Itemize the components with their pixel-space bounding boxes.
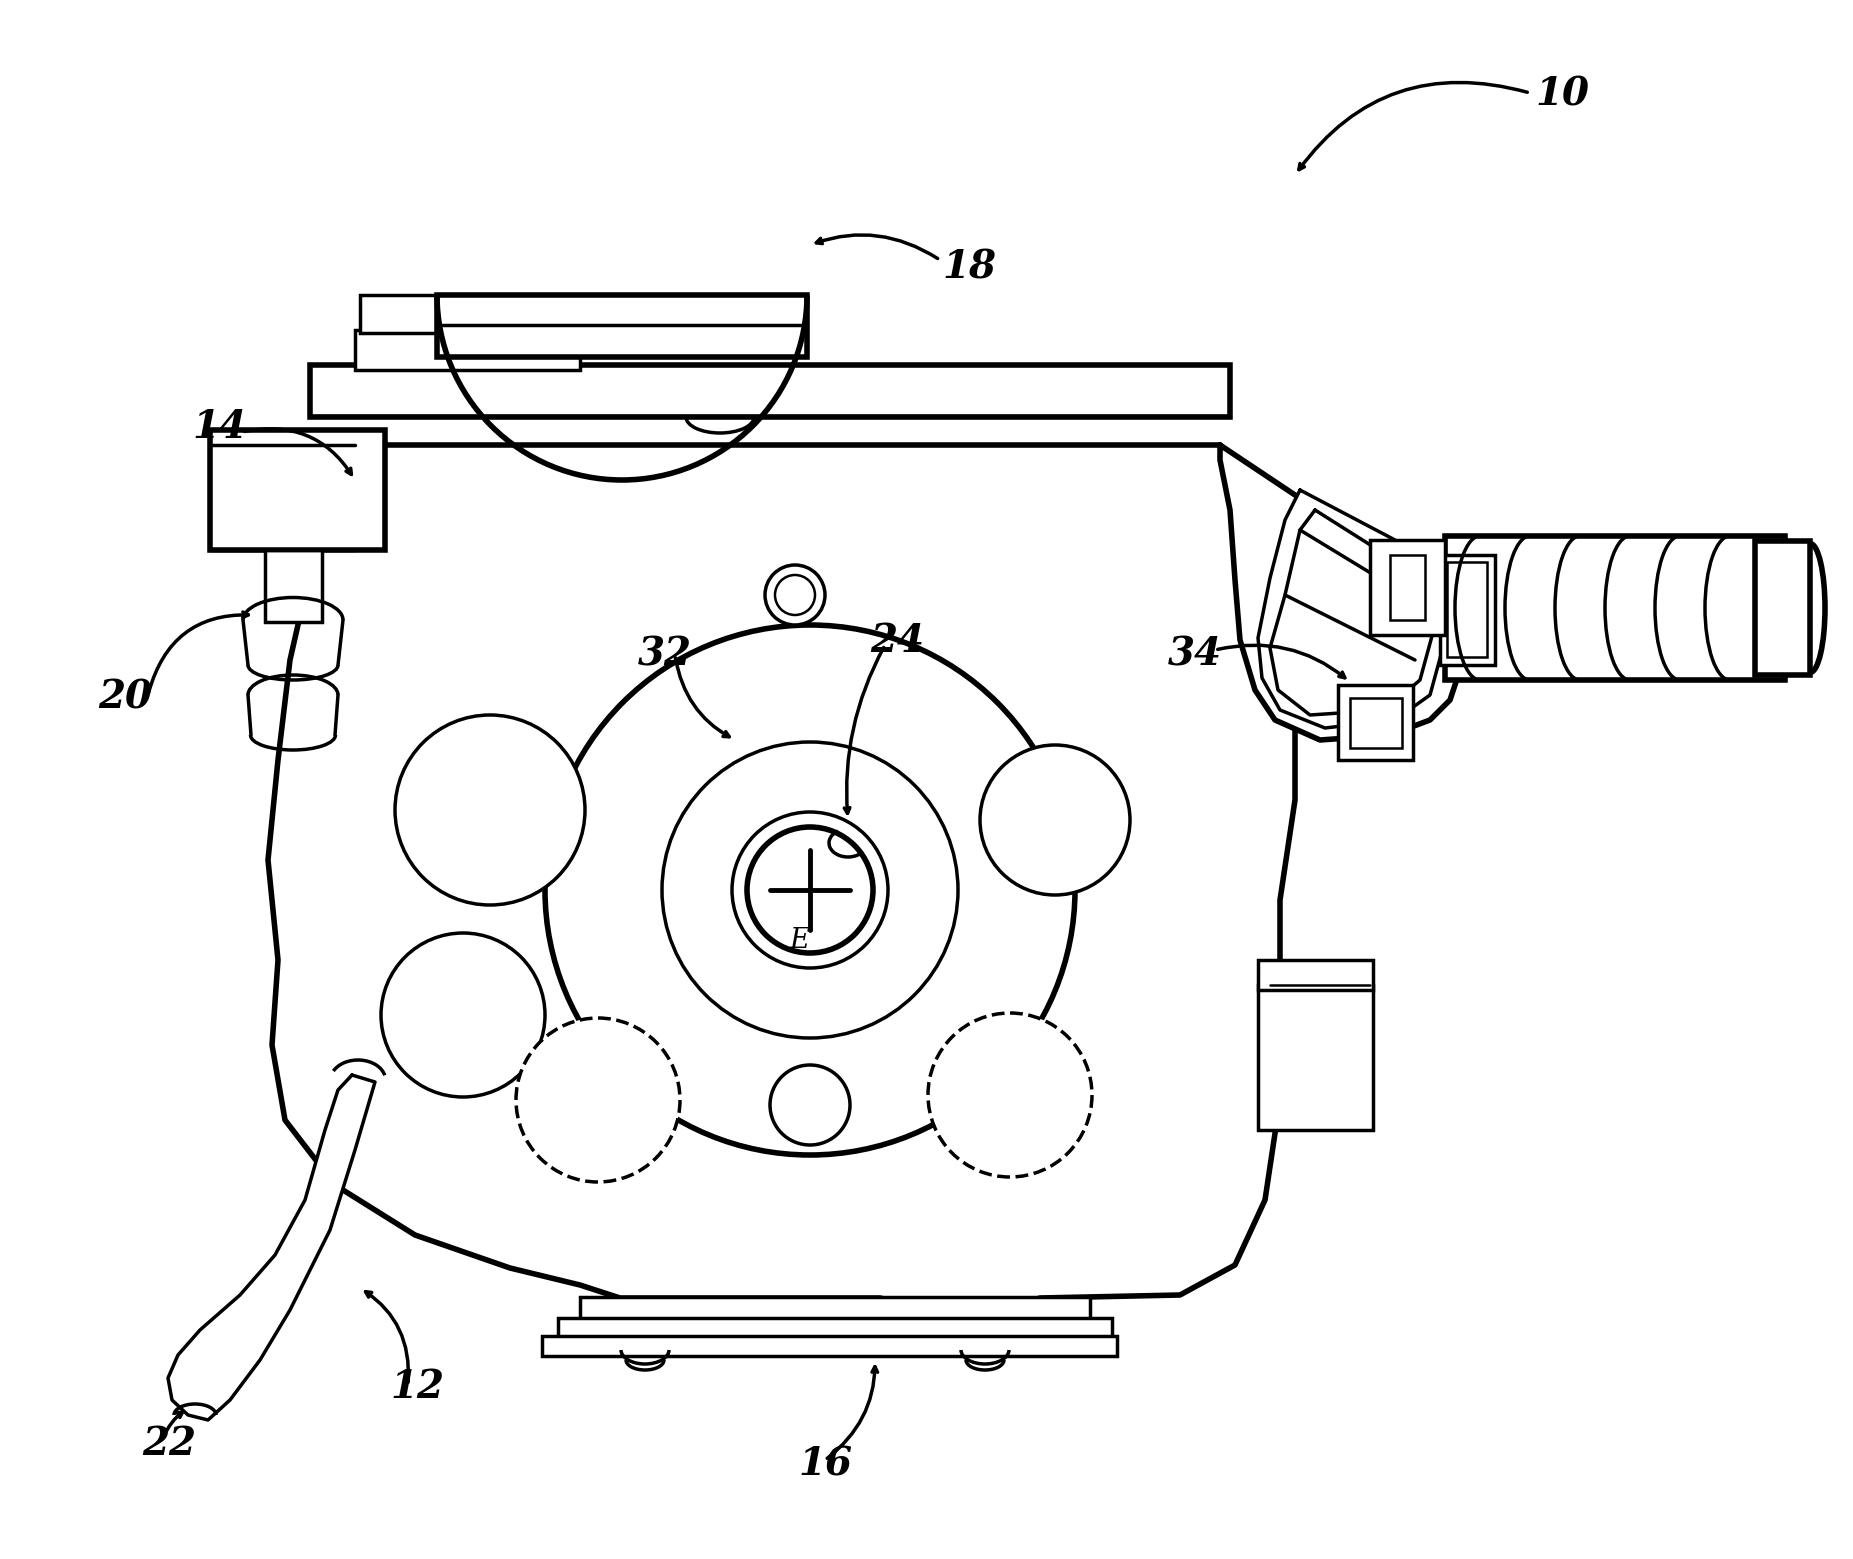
Bar [1258,985,1373,1130]
Bar [359,295,539,334]
Circle shape [395,716,586,906]
Circle shape [980,745,1130,895]
Bar [1390,555,1425,620]
Bar [209,430,385,550]
Text: E: E [789,926,810,954]
Text: 12: 12 [389,1367,445,1406]
Text: 32: 32 [637,635,691,673]
Text: 34: 34 [1167,635,1221,673]
Polygon shape [1219,444,1460,741]
Text: 16: 16 [799,1445,852,1483]
Bar [1351,698,1403,748]
Text: 14: 14 [193,408,246,446]
Text: 22: 22 [143,1425,196,1462]
Bar [1447,561,1486,656]
Bar [1369,539,1445,635]
Text: 20: 20 [98,678,152,716]
Bar [1440,555,1495,666]
Circle shape [545,625,1075,1155]
Circle shape [747,826,873,953]
Circle shape [662,742,958,1038]
Bar [1445,536,1784,680]
Polygon shape [1258,490,1445,728]
Polygon shape [1269,510,1434,716]
Bar [437,295,808,357]
Bar [309,365,1230,416]
Circle shape [775,575,815,614]
Bar [558,1317,1112,1338]
Circle shape [771,1065,851,1144]
Text: 24: 24 [871,622,925,659]
Circle shape [515,1018,680,1182]
Text: 10: 10 [1534,75,1590,112]
Bar [541,1336,1117,1356]
Bar [580,1297,1090,1319]
Circle shape [765,564,825,625]
Polygon shape [269,444,1295,1335]
Circle shape [382,932,545,1098]
Text: 18: 18 [941,248,997,285]
Bar [265,550,322,622]
Bar [356,331,580,369]
Bar [1258,960,1373,990]
Circle shape [928,1013,1091,1177]
Polygon shape [169,1076,374,1420]
Bar [1338,684,1414,759]
Bar [1755,541,1810,675]
Circle shape [732,812,888,968]
